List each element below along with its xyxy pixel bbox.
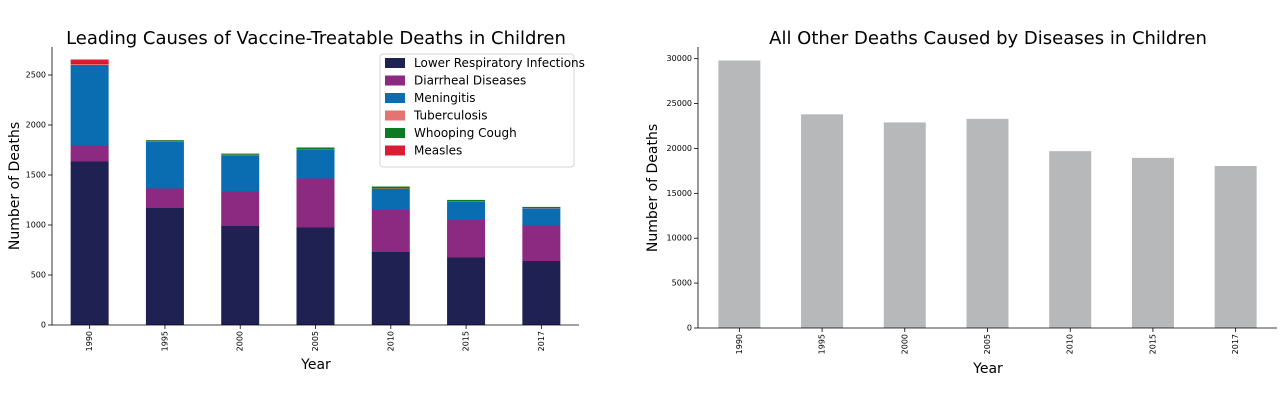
- bar-1990-meningitis: [70, 65, 109, 146]
- bar-2010-diarrheal-diseases: [371, 210, 410, 252]
- chart1-xlabel: Year: [300, 357, 331, 373]
- x-tick-label: 2017: [1231, 334, 1240, 354]
- bar-2005-tuberculosis: [296, 149, 335, 150]
- chart1-x-ticks: 1990 1995 2000 2005 2010 2015 2017: [85, 325, 546, 351]
- x-tick-label: 1995: [818, 334, 827, 354]
- bar-1990: [718, 60, 761, 328]
- x-tick-label: 2000: [900, 334, 909, 354]
- x-tick-label: 1990: [85, 331, 94, 351]
- bar-2015-lower-respiratory-infections: [447, 257, 486, 325]
- chart-other-disease-deaths: All Other Deaths Caused by Diseases in C…: [645, 28, 1277, 377]
- chart1-bars: [70, 59, 561, 325]
- legend-label: Meningitis: [414, 91, 476, 105]
- bar-2000-lower-respiratory-infections: [221, 226, 260, 325]
- chart1-y-ticks: 0 500 1000 1500 2000 2500: [26, 71, 52, 330]
- legend-label: Measles: [414, 144, 462, 158]
- x-tick-label: 2015: [1148, 334, 1157, 354]
- bar-2005-whooping-cough: [296, 147, 335, 150]
- bar-1995-lower-respiratory-infections: [145, 208, 184, 325]
- y-tick-label: 2500: [26, 71, 46, 80]
- legend-label: Whooping Cough: [414, 126, 517, 140]
- bar-2010-meningitis: [371, 189, 410, 210]
- x-tick-label: 2015: [462, 331, 471, 351]
- y-tick-label: 0: [687, 324, 692, 333]
- x-tick-label: 1995: [160, 331, 169, 351]
- chart1-title: Leading Causes of Vaccine-Treatable Deat…: [66, 28, 566, 49]
- legend-label: Tuberculosis: [413, 109, 488, 123]
- bar-1995-diarrheal-diseases: [145, 188, 184, 208]
- bar-1995-whooping-cough: [145, 140, 184, 141]
- bar-1990-lower-respiratory-infections: [70, 161, 109, 325]
- legend-swatch: [385, 110, 405, 121]
- bar-2015-meningitis: [447, 201, 486, 220]
- chart2-title: All Other Deaths Caused by Diseases in C…: [769, 28, 1207, 49]
- chart2-x-ticks: 1990 1995 2000 2005 2010 2015 2017: [735, 328, 1240, 354]
- bar-2017-diarrheal-diseases: [522, 225, 561, 261]
- chart2-y-ticks: 0 5000 10000 15000 20000 25000 30000: [667, 54, 698, 333]
- bar-1990-whooping-cough: [70, 63, 109, 64]
- bar-2000-diarrheal-diseases: [221, 191, 260, 226]
- y-tick-label: 25000: [667, 99, 692, 108]
- y-tick-label: 15000: [667, 189, 692, 198]
- chart2-ylabel: Number of Deaths: [645, 124, 661, 252]
- bar-2017-lower-respiratory-infections: [522, 261, 561, 325]
- y-tick-label: 2000: [26, 121, 46, 130]
- x-tick-label: 1990: [735, 334, 744, 354]
- y-tick-label: 5000: [672, 279, 692, 288]
- chart1-legend: Lower Respiratory Infections Diarrheal Di…: [379, 53, 585, 168]
- legend-swatch: [385, 75, 405, 86]
- y-tick-label: 20000: [667, 144, 692, 153]
- y-tick-label: 10000: [667, 234, 692, 243]
- bar-1995-meningitis: [145, 141, 184, 189]
- y-tick-label: 30000: [667, 54, 692, 63]
- bar-1995: [801, 114, 844, 328]
- legend-swatch: [385, 128, 405, 138]
- y-tick-label: 1500: [26, 171, 46, 180]
- chart2-bars: [718, 60, 1257, 328]
- bar-1990-tuberculosis: [70, 64, 109, 65]
- x-tick-label: 2010: [386, 331, 395, 351]
- bar-2010-lower-respiratory-infections: [371, 252, 410, 325]
- bar-2000-tuberculosis: [221, 154, 260, 156]
- chart1-ylabel: Number of Deaths: [7, 122, 23, 250]
- y-tick-label: 1000: [26, 221, 46, 230]
- bar-2010-tuberculosis: [371, 188, 410, 189]
- x-tick-label: 2005: [983, 334, 992, 354]
- x-tick-label: 2010: [1066, 334, 1075, 354]
- bar-2000-whooping-cough: [221, 153, 260, 155]
- bar-2005-lower-respiratory-infections: [296, 227, 335, 325]
- legend-label: Lower Respiratory Infections: [414, 56, 585, 70]
- bar-1995-tuberculosis: [145, 140, 184, 142]
- bar-2015: [1131, 157, 1174, 328]
- bar-2005-diarrheal-diseases: [296, 178, 335, 228]
- bar-2017-whooping-cough: [522, 206, 561, 209]
- bar-2010: [1049, 151, 1092, 328]
- bar-2017-meningitis: [522, 208, 561, 226]
- bar-2015-diarrheal-diseases: [447, 220, 486, 258]
- chart2-xlabel: Year: [972, 361, 1003, 377]
- bar-2000-meningitis: [221, 155, 260, 192]
- bar-1990-diarrheal-diseases: [70, 145, 109, 162]
- x-tick-label: 2000: [236, 331, 245, 351]
- legend-swatch: [385, 58, 405, 68]
- legend-swatch: [385, 93, 405, 103]
- bar-2000: [883, 122, 926, 328]
- x-tick-label: 2017: [537, 331, 546, 351]
- chart-vaccine-treatable-deaths: Leading Causes of Vaccine-Treatable Deat…: [7, 28, 585, 373]
- bar-2015-whooping-cough: [447, 199, 486, 202]
- bar-2017: [1214, 165, 1257, 328]
- bar-2005-meningitis: [296, 150, 335, 179]
- bar-2005: [966, 118, 1009, 328]
- x-tick-label: 2005: [311, 331, 320, 351]
- legend-frame: [379, 53, 575, 168]
- bar-1990-measles: [70, 59, 109, 63]
- y-tick-label: 0: [41, 321, 46, 330]
- bar-2010-whooping-cough: [371, 186, 410, 189]
- y-tick-label: 500: [31, 271, 46, 280]
- legend-label: Diarrheal Diseases: [414, 74, 526, 88]
- legend-swatch: [385, 145, 405, 156]
